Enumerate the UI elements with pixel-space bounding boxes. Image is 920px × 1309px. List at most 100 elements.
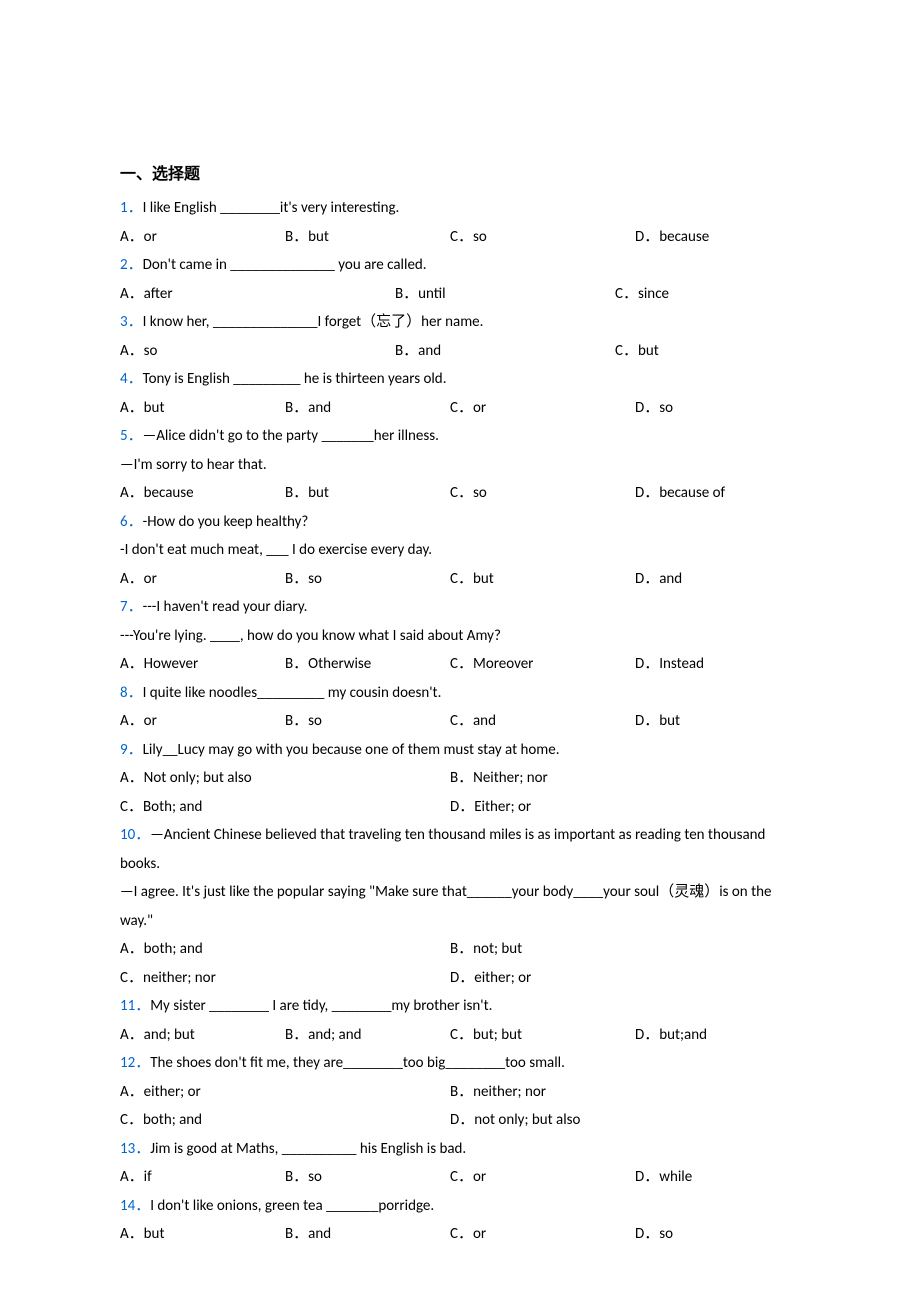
question-extra-line: -I don't eat much meat, ___ I do exercis… (120, 536, 800, 565)
option: C．Moreover (450, 650, 635, 679)
option: A．or (120, 223, 285, 252)
question-text: I know her, ______________I forget（忘了）he… (143, 313, 484, 331)
question-stem: 2．Don't came in ______________ you are c… (120, 251, 800, 280)
question: 7．---I haven't read your diary.---You're… (120, 593, 800, 679)
question-stem: 13．Jim is good at Maths, __________ his … (120, 1135, 800, 1164)
options-row: A．and; butB．and; andC．but; butD．but;and (120, 1021, 800, 1050)
option: C．but; but (450, 1021, 635, 1050)
question-text: The shoes don't fit me, they are________… (150, 1054, 565, 1072)
question-text: I quite like noodles_________ my cousin … (143, 684, 442, 702)
question-text: —Ancient Chinese believed that traveling… (120, 826, 765, 873)
option: A．However (120, 650, 285, 679)
question-number: 13． (120, 1140, 150, 1158)
options-row: A．butB．andC．orD．so (120, 1220, 800, 1249)
question: 10．—Ancient Chinese believed that travel… (120, 821, 800, 992)
questions-container: 1．I like English ________it's very inter… (120, 194, 800, 1249)
question-stem: 5．—Alice didn't go to the party _______h… (120, 422, 800, 451)
question-stem: 14．I don't like onions, green tea ______… (120, 1192, 800, 1221)
option: D．because of (635, 479, 725, 508)
option: D．so (635, 1220, 673, 1249)
option: A．but (120, 394, 285, 423)
option: A．so (120, 337, 395, 366)
options-row: A．orB．butC．soD．because (120, 223, 800, 252)
option: C．since (615, 280, 669, 309)
question-extra-line: ---You're lying. ____, how do you know w… (120, 622, 800, 651)
option: C．and (450, 707, 635, 736)
question-number: 3． (120, 313, 143, 331)
option: C．or (450, 1220, 635, 1249)
option: A．Not only; but also (120, 764, 450, 793)
question-number: 6． (120, 513, 143, 531)
option: C．neither; nor (120, 964, 450, 993)
option: C．or (450, 394, 635, 423)
option: B．not; but (450, 935, 522, 964)
question: 4．Tony is English _________ he is thirte… (120, 365, 800, 422)
option: D．and (635, 565, 682, 594)
options-row: A．HoweverB．OtherwiseC．MoreoverD．Instead (120, 650, 800, 679)
option: B．but (285, 223, 450, 252)
question-text: Jim is good at Maths, __________ his Eng… (150, 1140, 466, 1158)
option: A．or (120, 565, 285, 594)
question-number: 4． (120, 370, 143, 388)
question-number: 11． (120, 997, 150, 1015)
option: A．both; and (120, 935, 450, 964)
question: 14．I don't like onions, green tea ______… (120, 1192, 800, 1249)
option: B．neither; nor (450, 1078, 546, 1107)
question-extra-line: —I agree. It's just like the popular say… (120, 878, 800, 935)
option: A．either; or (120, 1078, 450, 1107)
question-number: 5． (120, 427, 143, 445)
question-number: 9． (120, 741, 143, 759)
option: D．so (635, 394, 673, 423)
question-extra-line: —I'm sorry to hear that. (120, 451, 800, 480)
option: C．Both; and (120, 793, 450, 822)
option: B．and (285, 394, 450, 423)
option: D．while (635, 1163, 692, 1192)
option: D．but;and (635, 1021, 707, 1050)
question: 2．Don't came in ______________ you are c… (120, 251, 800, 308)
option: D．Instead (635, 650, 704, 679)
option: C．or (450, 1163, 635, 1192)
option: A．but (120, 1220, 285, 1249)
question-text: -How do you keep healthy? (143, 513, 309, 531)
options-row: A．soB．andC．but (120, 337, 800, 366)
options-row: A．both; andB．not; but (120, 935, 800, 964)
option: B．until (395, 280, 615, 309)
option: C．so (450, 223, 635, 252)
option: A．if (120, 1163, 285, 1192)
question-stem: 1．I like English ________it's very inter… (120, 194, 800, 223)
question: 1．I like English ________it's very inter… (120, 194, 800, 251)
options-row: A．ifB．soC．orD．while (120, 1163, 800, 1192)
question-stem: 9．Lily__Lucy may go with you because one… (120, 736, 800, 765)
options-row: C．Both; andD．Either; or (120, 793, 800, 822)
question-text: My sister ________ I are tidy, ________m… (150, 997, 492, 1015)
question-stem: 6．-How do you keep healthy? (120, 508, 800, 537)
option: B．and (285, 1220, 450, 1249)
question-stem: 8．I quite like noodles_________ my cousi… (120, 679, 800, 708)
option: B．Otherwise (285, 650, 450, 679)
option: A．and; but (120, 1021, 285, 1050)
options-row: A．becauseB．butC．soD．because of (120, 479, 800, 508)
option: C．so (450, 479, 635, 508)
section-heading: 一、选择题 (120, 160, 800, 190)
option: C．but (450, 565, 635, 594)
option: A．after (120, 280, 395, 309)
option: D．Either; or (450, 793, 531, 822)
question: 8．I quite like noodles_________ my cousi… (120, 679, 800, 736)
options-row: C．both; andD．not only; but also (120, 1106, 800, 1135)
question-stem: 12．The shoes don't fit me, they are_____… (120, 1049, 800, 1078)
question-text: I don't like onions, green tea _______po… (150, 1197, 434, 1215)
option: C．both; and (120, 1106, 450, 1135)
option: A．or (120, 707, 285, 736)
options-row: A．butB．andC．orD．so (120, 394, 800, 423)
question-number: 10． (120, 826, 150, 844)
option: B．Neither; nor (450, 764, 548, 793)
question-number: 7． (120, 598, 143, 616)
question: 9．Lily__Lucy may go with you because one… (120, 736, 800, 822)
question-stem: 10．—Ancient Chinese believed that travel… (120, 821, 800, 878)
question: 11．My sister ________ I are tidy, ______… (120, 992, 800, 1049)
question-number: 2． (120, 256, 143, 274)
option: B．but (285, 479, 450, 508)
options-row: C．neither; norD．either; or (120, 964, 800, 993)
options-row: A．Not only; but alsoB．Neither; nor (120, 764, 800, 793)
option: D．but (635, 707, 680, 736)
